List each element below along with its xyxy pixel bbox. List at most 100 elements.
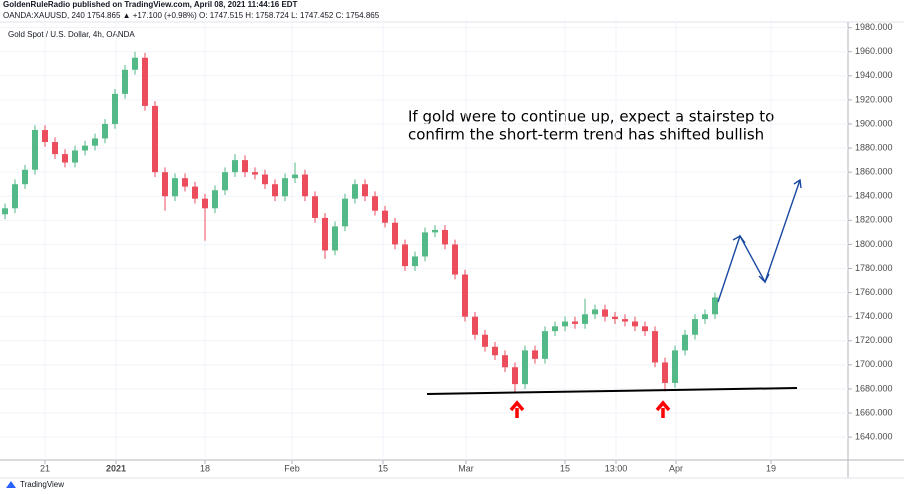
candle-body (362, 184, 368, 197)
candle-body (22, 169, 28, 185)
candle-body (672, 350, 678, 383)
candle-body (332, 226, 338, 251)
y-tick-label: 1960.000 (855, 46, 893, 56)
candle-body (592, 309, 598, 315)
candle-body (32, 130, 38, 170)
y-tick-label: 1920.000 (855, 94, 893, 104)
candle-body (152, 105, 158, 173)
annotation: confirm the short-term trend has shifted… (408, 126, 764, 144)
candle-body (212, 190, 218, 209)
x-tick-label: Apr (669, 463, 683, 473)
candle-body (72, 150, 78, 163)
candle-body (562, 321, 568, 327)
x-tick-label: Feb (284, 463, 300, 473)
candle-body (302, 174, 308, 197)
x-tick-label: 13:00 (605, 463, 628, 473)
y-tick-label: 1700.000 (855, 359, 893, 369)
candle-body (632, 321, 638, 327)
candle-body (132, 57, 138, 70)
candle-body (122, 69, 128, 94)
y-tick-label: 1860.000 (855, 167, 893, 177)
candle-body (52, 142, 58, 155)
candle-body (2, 208, 8, 215)
candle-body (432, 229, 438, 233)
candle-body (262, 174, 268, 185)
annotation: If gold were to continue up, expect a st… (408, 108, 774, 126)
candle-body (292, 174, 298, 179)
candle-body (472, 316, 478, 335)
candle-body (702, 314, 708, 320)
y-tick-label: 1820.000 (855, 215, 893, 225)
candle-body (322, 217, 328, 251)
candle-body (142, 57, 148, 106)
support-line (426, 387, 798, 395)
candle-body (252, 172, 258, 175)
candle-body (522, 350, 528, 385)
candle-body (712, 297, 718, 315)
candle-body (642, 326, 648, 332)
y-tick-label: 1840.000 (855, 191, 893, 201)
x-tick-label: 15 (560, 463, 570, 473)
candle-body (582, 314, 588, 324)
candle-body (602, 309, 608, 317)
candle-body (62, 154, 68, 163)
candle-body (552, 326, 558, 332)
candle-body (372, 196, 378, 211)
candle-body (532, 350, 538, 359)
footer-brand: TradingView (20, 480, 64, 489)
candle-body (462, 274, 468, 317)
y-tick-label: 1900.000 (855, 118, 893, 128)
candle-body (92, 138, 98, 146)
candle-body (402, 244, 408, 267)
candle-body (242, 160, 248, 173)
candle-body (502, 355, 508, 368)
red-arrow (509, 400, 525, 418)
candle-body (162, 172, 168, 197)
y-tick-label: 1660.000 (855, 407, 893, 417)
y-tick-label: 1720.000 (855, 335, 893, 345)
candle-body (442, 229, 448, 245)
candle-body (662, 362, 668, 383)
candle-body (452, 244, 458, 275)
projection-arrowheads (732, 178, 802, 284)
symbol-line: OANDA:XAUUSD, 240 1754.865 ▲ +17.100 (+0… (3, 11, 380, 20)
x-tick-label: 2021 (106, 463, 126, 473)
candle-body (692, 319, 698, 335)
candle-body (382, 210, 388, 223)
candle-body (232, 160, 238, 173)
candle-body (342, 198, 348, 227)
candle-body (42, 130, 48, 143)
candle-body (112, 93, 118, 124)
x-tick-label: Mar (458, 463, 474, 473)
candle-body (172, 178, 178, 197)
y-tick-label: 1980.000 (855, 22, 893, 32)
candle-body (272, 184, 278, 197)
candle-body (82, 145, 88, 151)
publisher-line: GoldenRuleRadio published on TradingView… (3, 0, 298, 9)
red-arrow (655, 400, 671, 418)
candle-body (222, 172, 228, 191)
y-tick-label: 1680.000 (855, 383, 893, 393)
candle-body (572, 321, 578, 324)
candle-body (652, 331, 658, 363)
candle-body (542, 331, 548, 359)
candle-body (12, 184, 18, 209)
candle-body (202, 198, 208, 209)
y-tick-label: 1880.000 (855, 142, 893, 152)
x-tick-label: 19 (766, 463, 776, 473)
candle-body (492, 346, 498, 356)
y-tick-label: 1760.000 (855, 287, 893, 297)
x-tick-label: 18 (200, 463, 210, 473)
legend: Gold Spot / U.S. Dollar, 4h, OANDA (8, 30, 135, 39)
candle-body (312, 196, 318, 218)
candle-body (512, 367, 518, 385)
x-tick-label: 15 (378, 463, 388, 473)
y-tick-label: 1740.000 (855, 311, 893, 321)
y-tick-label: 1780.000 (855, 263, 893, 273)
y-tick-label: 1940.000 (855, 70, 893, 80)
candle-body (182, 178, 188, 187)
x-tick-label: 21 (40, 463, 50, 473)
candle-body (422, 232, 428, 257)
candle-body (412, 256, 418, 267)
